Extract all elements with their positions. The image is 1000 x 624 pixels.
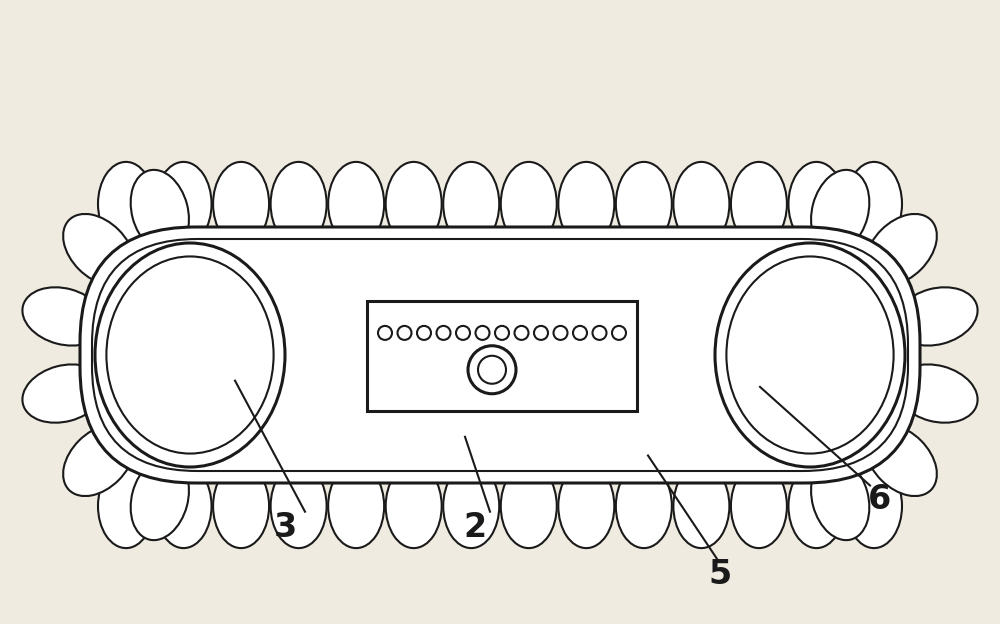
Circle shape — [495, 326, 509, 340]
Circle shape — [592, 326, 606, 340]
Ellipse shape — [865, 425, 937, 496]
Ellipse shape — [131, 458, 189, 540]
Circle shape — [378, 326, 392, 340]
Ellipse shape — [895, 287, 978, 346]
Ellipse shape — [673, 162, 729, 246]
Text: 5: 5 — [708, 558, 732, 590]
Circle shape — [436, 326, 450, 340]
Ellipse shape — [386, 162, 442, 246]
Ellipse shape — [213, 464, 269, 548]
Ellipse shape — [443, 464, 499, 548]
Ellipse shape — [811, 170, 869, 252]
Ellipse shape — [22, 364, 105, 422]
Bar — [367, 301, 637, 411]
Circle shape — [476, 326, 490, 340]
Ellipse shape — [98, 464, 154, 548]
Ellipse shape — [673, 464, 729, 548]
Ellipse shape — [328, 162, 384, 246]
Circle shape — [398, 326, 412, 340]
Ellipse shape — [22, 287, 105, 346]
Ellipse shape — [616, 464, 672, 548]
Ellipse shape — [846, 162, 902, 246]
Ellipse shape — [98, 162, 154, 246]
Circle shape — [456, 326, 470, 340]
FancyBboxPatch shape — [80, 227, 920, 483]
Ellipse shape — [616, 162, 672, 246]
Ellipse shape — [558, 464, 614, 548]
Ellipse shape — [156, 464, 212, 548]
Ellipse shape — [156, 162, 212, 246]
Ellipse shape — [106, 256, 274, 454]
Ellipse shape — [558, 162, 614, 246]
Circle shape — [514, 326, 528, 340]
Text: 3: 3 — [273, 511, 297, 544]
Circle shape — [573, 326, 587, 340]
Ellipse shape — [788, 162, 844, 246]
Ellipse shape — [271, 464, 327, 548]
Ellipse shape — [788, 464, 844, 548]
Circle shape — [478, 356, 506, 384]
Text: 2: 2 — [463, 511, 487, 544]
Ellipse shape — [328, 464, 384, 548]
Ellipse shape — [715, 243, 905, 467]
Ellipse shape — [271, 162, 327, 246]
Ellipse shape — [731, 162, 787, 246]
Ellipse shape — [131, 170, 189, 252]
Ellipse shape — [443, 162, 499, 246]
Ellipse shape — [846, 464, 902, 548]
Ellipse shape — [501, 464, 557, 548]
Circle shape — [417, 326, 431, 340]
Ellipse shape — [63, 425, 135, 496]
Ellipse shape — [865, 214, 937, 285]
Ellipse shape — [63, 214, 135, 285]
Ellipse shape — [501, 162, 557, 246]
Circle shape — [534, 326, 548, 340]
Ellipse shape — [731, 464, 787, 548]
Ellipse shape — [811, 458, 869, 540]
Ellipse shape — [386, 464, 442, 548]
Circle shape — [468, 346, 516, 394]
Ellipse shape — [895, 364, 978, 422]
Text: 6: 6 — [868, 483, 892, 515]
Ellipse shape — [726, 256, 894, 454]
Circle shape — [612, 326, 626, 340]
Ellipse shape — [95, 243, 285, 467]
Ellipse shape — [213, 162, 269, 246]
Circle shape — [554, 326, 568, 340]
FancyBboxPatch shape — [92, 239, 908, 471]
